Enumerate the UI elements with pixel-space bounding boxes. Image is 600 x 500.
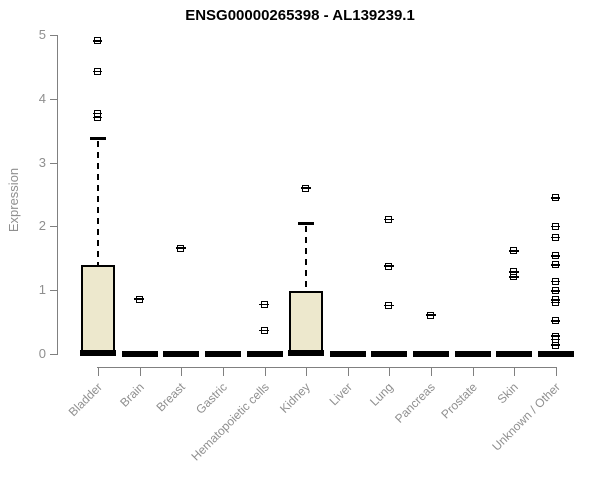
y-tick-mark [50, 354, 57, 355]
y-tick-mark [50, 226, 57, 227]
outlier-marker [134, 295, 145, 303]
x-tick-mark [431, 367, 432, 376]
outlier-marker [384, 262, 394, 270]
y-axis-title: Expression [6, 167, 21, 233]
median-bar [538, 351, 575, 357]
x-tick-mark [140, 367, 141, 376]
y-tick-label: 4 [38, 91, 46, 106]
y-tick-label: 3 [38, 155, 46, 170]
box [81, 264, 115, 354]
x-tick-mark [181, 367, 182, 376]
whisker-cap [298, 222, 315, 226]
outlier-marker [550, 233, 561, 241]
outlier-marker [175, 244, 186, 252]
outlier-marker [508, 268, 519, 276]
x-tick-mark [556, 367, 557, 376]
x-tick-mark [473, 367, 474, 376]
x-tick-mark [306, 367, 307, 376]
whisker [97, 140, 99, 265]
outlier-marker [550, 194, 561, 202]
outlier-marker [384, 302, 394, 310]
outlier-marker [550, 277, 561, 285]
x-tick-mark [265, 367, 266, 376]
outlier-marker [92, 37, 103, 45]
median-bar [163, 351, 200, 357]
outlier-marker [550, 261, 561, 269]
median-bar [496, 351, 533, 357]
median-bar [80, 349, 116, 356]
y-tick-label: 5 [38, 27, 46, 42]
median-bar [121, 351, 158, 357]
median-bar [246, 351, 283, 357]
outlier-marker [425, 311, 436, 319]
outlier-marker [300, 184, 311, 192]
outlier-marker [550, 296, 561, 304]
outlier-marker [550, 223, 561, 231]
outlier-marker [550, 252, 561, 260]
x-tick-mark [98, 367, 99, 376]
median-bar [454, 351, 491, 357]
outlier-marker [259, 300, 269, 308]
whisker [305, 226, 308, 291]
outlier-marker [550, 287, 561, 295]
median-bar [371, 351, 408, 357]
x-axis-line [97, 367, 558, 368]
y-tick-mark [50, 35, 57, 36]
outlier-marker [384, 216, 394, 224]
outlier-marker [92, 68, 103, 75]
outlier-marker [259, 327, 269, 335]
median-bar [288, 349, 325, 356]
outlier-marker [92, 110, 103, 118]
y-tick-mark [50, 163, 57, 164]
whisker-cap [90, 136, 106, 140]
y-tick-label: 0 [38, 346, 46, 361]
outlier-marker [508, 247, 519, 255]
y-tick-label: 2 [38, 218, 46, 233]
x-tick-mark [348, 367, 349, 376]
x-tick-mark [223, 367, 224, 376]
median-bar [413, 351, 450, 357]
y-tick-mark [50, 290, 57, 291]
outlier-marker [550, 317, 561, 325]
y-axis-line [57, 35, 58, 355]
x-tick-mark [514, 367, 515, 376]
outlier-marker [550, 332, 561, 340]
box [289, 290, 324, 354]
x-tick-mark [389, 367, 390, 376]
median-bar [329, 351, 366, 357]
chart-title: ENSG00000265398 - AL139239.1 [185, 7, 415, 24]
y-tick-mark [50, 99, 57, 100]
y-tick-label: 1 [38, 282, 46, 297]
median-bar [204, 351, 241, 357]
